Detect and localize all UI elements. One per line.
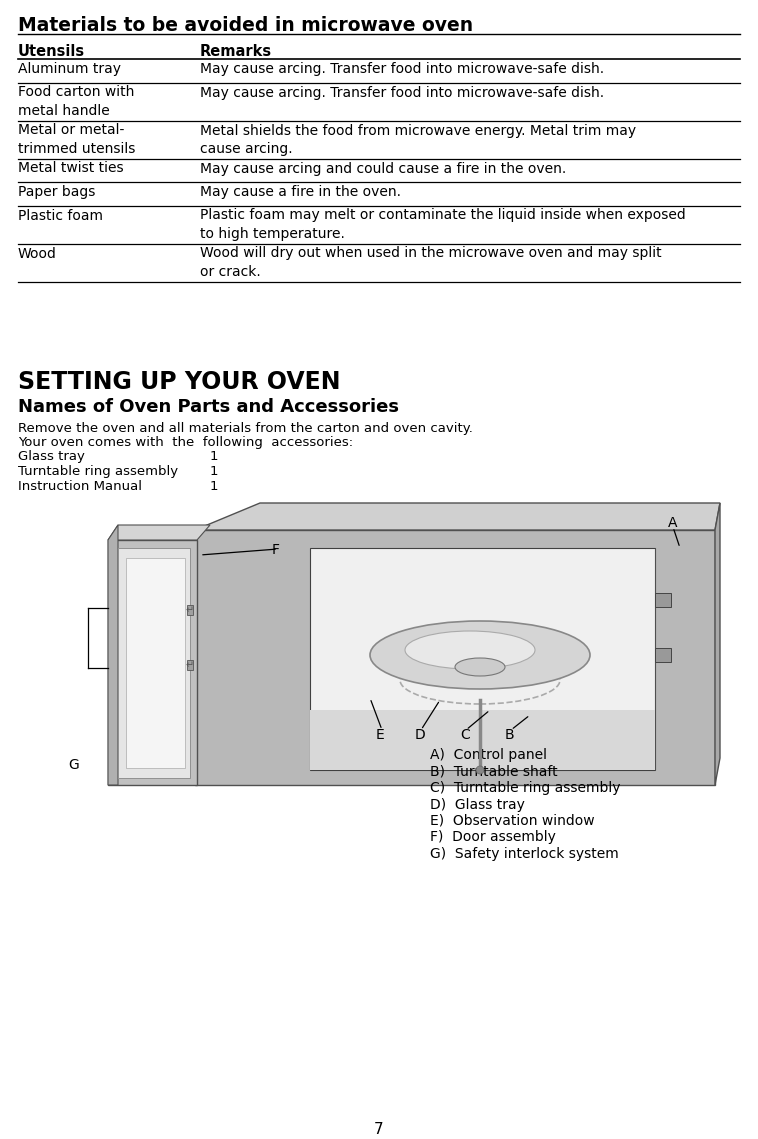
Text: May cause arcing. Transfer food into microwave-safe dish.: May cause arcing. Transfer food into mic… xyxy=(200,62,604,76)
Polygon shape xyxy=(118,548,190,778)
Text: G)  Safety interlock system: G) Safety interlock system xyxy=(430,847,619,861)
Text: Plastic foam: Plastic foam xyxy=(18,208,103,222)
Text: G: G xyxy=(68,757,79,772)
Text: Glass tray: Glass tray xyxy=(18,450,85,462)
Bar xyxy=(655,593,671,607)
Text: ↵: ↵ xyxy=(186,605,194,615)
Ellipse shape xyxy=(455,658,505,677)
Text: 1: 1 xyxy=(210,450,218,462)
Text: D)  Glass tray: D) Glass tray xyxy=(430,797,525,811)
Text: Wood will dry out when used in the microwave oven and may split
or crack.: Wood will dry out when used in the micro… xyxy=(200,246,662,279)
Text: Utensils: Utensils xyxy=(18,44,85,59)
Text: Metal twist ties: Metal twist ties xyxy=(18,162,124,175)
Ellipse shape xyxy=(370,621,590,689)
Text: B: B xyxy=(505,728,515,741)
Text: Metal shields the food from microwave energy. Metal trim may
cause arcing.: Metal shields the food from microwave en… xyxy=(200,123,636,156)
Text: ↵: ↵ xyxy=(186,659,194,670)
Text: B)  Turntable shaft: B) Turntable shaft xyxy=(430,764,558,778)
Text: Remove the oven and all materials from the carton and oven cavity.: Remove the oven and all materials from t… xyxy=(18,423,473,435)
Text: 1: 1 xyxy=(210,480,218,493)
Text: Materials to be avoided in microwave oven: Materials to be avoided in microwave ove… xyxy=(18,16,473,35)
Ellipse shape xyxy=(476,767,484,775)
Text: Paper bags: Paper bags xyxy=(18,185,96,199)
Text: C: C xyxy=(460,728,470,741)
Text: Names of Oven Parts and Accessories: Names of Oven Parts and Accessories xyxy=(18,398,399,416)
Text: May cause arcing. Transfer food into microwave-safe dish.: May cause arcing. Transfer food into mic… xyxy=(200,85,604,99)
Bar xyxy=(655,648,671,662)
Text: May cause a fire in the oven.: May cause a fire in the oven. xyxy=(200,185,401,199)
Text: Remarks: Remarks xyxy=(200,44,272,59)
Text: D: D xyxy=(415,728,426,741)
Text: Your oven comes with  the  following  accessories:: Your oven comes with the following acces… xyxy=(18,436,353,449)
Text: E)  Observation window: E) Observation window xyxy=(430,814,594,828)
Text: 7: 7 xyxy=(374,1122,384,1137)
Text: Metal or metal-
trimmed utensils: Metal or metal- trimmed utensils xyxy=(18,123,136,156)
Text: Aluminum tray: Aluminum tray xyxy=(18,62,121,76)
Text: F: F xyxy=(272,543,280,557)
Text: Plastic foam may melt or contaminate the liquid inside when exposed
to high temp: Plastic foam may melt or contaminate the… xyxy=(200,208,686,241)
Polygon shape xyxy=(195,503,720,530)
Text: A: A xyxy=(668,516,678,530)
Polygon shape xyxy=(310,548,655,770)
Text: A)  Control panel: A) Control panel xyxy=(430,748,547,762)
Text: E: E xyxy=(376,728,385,741)
Text: SETTING UP YOUR OVEN: SETTING UP YOUR OVEN xyxy=(18,370,340,394)
Polygon shape xyxy=(715,503,720,785)
Text: C)  Turntable ring assembly: C) Turntable ring assembly xyxy=(430,781,621,795)
Text: F)  Door assembly: F) Door assembly xyxy=(430,830,556,844)
Polygon shape xyxy=(195,530,715,785)
Polygon shape xyxy=(108,540,197,785)
Bar xyxy=(187,605,193,615)
Polygon shape xyxy=(126,558,185,768)
Polygon shape xyxy=(108,525,118,785)
Text: Turntable ring assembly: Turntable ring assembly xyxy=(18,465,178,478)
Text: Instruction Manual: Instruction Manual xyxy=(18,480,142,493)
Polygon shape xyxy=(310,710,655,770)
Text: Wood: Wood xyxy=(18,246,57,261)
Text: 1: 1 xyxy=(210,465,218,478)
Bar xyxy=(187,659,193,670)
Text: May cause arcing and could cause a fire in the oven.: May cause arcing and could cause a fire … xyxy=(200,162,566,175)
Ellipse shape xyxy=(405,631,535,669)
Text: Food carton with
metal handle: Food carton with metal handle xyxy=(18,85,134,118)
Polygon shape xyxy=(108,525,210,540)
